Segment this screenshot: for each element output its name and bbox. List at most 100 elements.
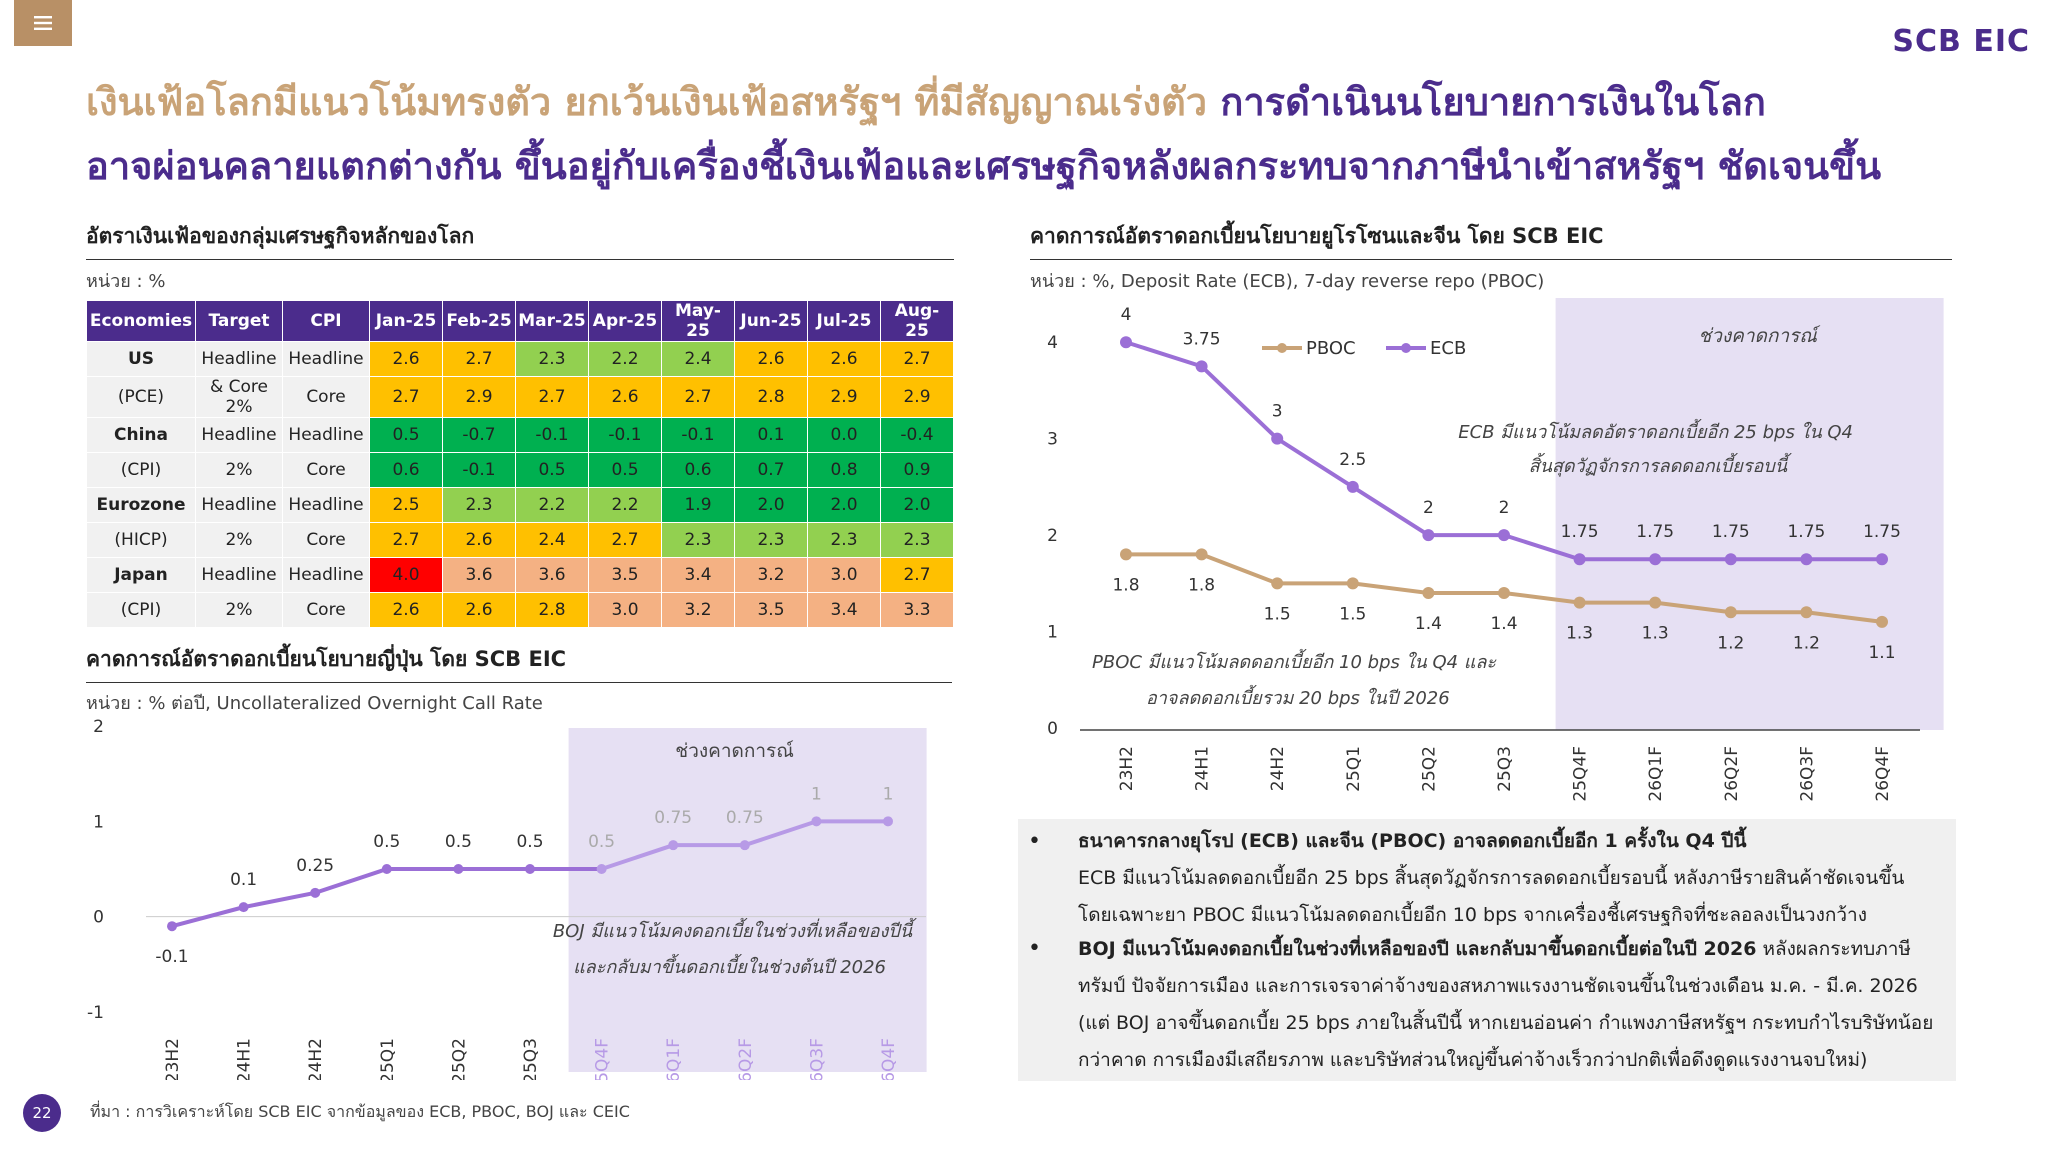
x-tick-label: 26Q4F: [879, 1038, 899, 1080]
economy-cell: China: [86, 417, 196, 453]
value-cell: 2.6: [442, 592, 516, 628]
x-tick-label: 24H2: [306, 1038, 326, 1080]
ecb-data-point: [1346, 480, 1359, 493]
value-cell: 3.6: [442, 557, 516, 593]
pboc-data-point: [1120, 548, 1132, 561]
economy-cell: (CPI): [86, 452, 196, 488]
value-cell: 2.3: [807, 522, 881, 558]
ecb-data-point: [1876, 553, 1888, 566]
value-cell: 2.2: [515, 487, 589, 523]
jp-data-label: 1: [883, 784, 894, 804]
value-cell: -0.4: [880, 417, 954, 453]
ecb-data-point: [1422, 529, 1435, 542]
y-tick-label: 1: [1047, 623, 1058, 643]
pboc-data-point: [1271, 577, 1284, 590]
ecb-data-label: 2.5: [1339, 450, 1366, 470]
pboc-data-point: [1724, 606, 1737, 619]
cpi-type-cell: Core: [282, 522, 370, 558]
ecb-data-label: 1.75: [1787, 522, 1825, 542]
column-header: Jul-25: [807, 300, 881, 342]
y-tick-label: 0: [93, 908, 104, 928]
cpi-type-cell: Core: [282, 376, 370, 418]
pboc-note-line1: PBOC มีแนวโน้มลดดอกเบี้ยอีก 10 bps ใน Q4…: [1092, 648, 1497, 673]
column-header: Aug-25: [880, 300, 954, 342]
cpi-type-cell: Headline: [282, 341, 370, 377]
legend-marker: [1401, 343, 1411, 353]
table-row: Japan Headline Headline 4.0 3.6 3.6 3.5 3.4 3.2 3…: [86, 557, 954, 593]
jp-data-label: 0.5: [588, 832, 615, 852]
ecb-note-line1: ECB มีแนวโน้มลดอัตราดอกเบี้ยอีก 25 bps ใ…: [1458, 418, 1853, 443]
value-cell: 2.0: [734, 487, 808, 523]
value-cell: 0.6: [661, 452, 735, 488]
jp-data-point: [238, 902, 249, 913]
jp-data-point: [739, 840, 750, 851]
cpi-type-cell: Headline: [282, 557, 370, 593]
forecast-shade: [568, 728, 927, 1072]
value-cell: 2.3: [442, 487, 516, 523]
hamburger-icon: [34, 16, 52, 30]
x-tick-label: 25Q1: [1344, 746, 1364, 792]
y-tick-label: 4: [1047, 333, 1058, 353]
value-cell: -0.7: [442, 417, 516, 453]
jp-data-point: [453, 864, 464, 874]
legend-label: ECB: [1430, 338, 1466, 359]
inflation-table-title: อัตราเงินเฟ้อของกลุ่มเศรษฐกิจหลักของโลก: [86, 220, 954, 260]
value-cell: 3.4: [661, 557, 735, 593]
target-cell: & Core 2%: [195, 376, 283, 418]
value-cell: 0.1: [734, 417, 808, 453]
value-cell: 0.0: [807, 417, 881, 453]
menu-button[interactable]: [14, 0, 72, 46]
x-tick-label: 26Q4F: [1873, 746, 1893, 802]
headline-purple: การดำเนินนโยบายการเงินในโลก: [1220, 80, 1766, 124]
value-cell: 3.2: [661, 592, 735, 628]
pboc-data-label: 1.1: [1868, 643, 1895, 663]
value-cell: 3.3: [880, 592, 954, 628]
ecb-data-label: 3: [1272, 402, 1283, 422]
x-tick-label: 26Q2F: [736, 1038, 756, 1080]
x-tick-label: 25Q2: [1419, 746, 1439, 792]
source-note: ที่มา : การวิเคราะห์โดย SCB EIC จากข้อมู…: [90, 1102, 630, 1121]
y-tick-label: -1: [87, 1003, 104, 1023]
target-cell: 2%: [195, 522, 283, 558]
economy-cell: Eurozone: [86, 487, 196, 523]
x-tick-label: 25Q4F: [593, 1038, 613, 1080]
headline-gold: เงินเฟ้อโลกมีแนวโน้มทรงตัว ยกเว้นเงินเฟ้…: [86, 80, 1208, 124]
column-header: May-25: [661, 300, 735, 342]
ecb-data-point: [1800, 553, 1813, 566]
target-cell: Headline: [195, 417, 283, 453]
value-cell: 2.7: [442, 341, 516, 377]
value-cell: 2.9: [442, 376, 516, 418]
jp-data-label: 0.5: [445, 832, 472, 852]
jp-data-label: 1: [811, 784, 822, 804]
value-cell: 2.9: [807, 376, 881, 418]
column-header: Economies: [86, 300, 196, 342]
target-cell: Headline: [195, 557, 283, 593]
value-cell: 0.5: [588, 452, 662, 488]
value-cell: 2.7: [880, 557, 954, 593]
pboc-data-point: [1346, 577, 1359, 590]
economy-cell: (CPI): [86, 592, 196, 628]
value-cell: 0.7: [734, 452, 808, 488]
pboc-data-point: [1800, 606, 1813, 619]
value-cell: 2.6: [807, 341, 881, 377]
value-cell: 0.6: [369, 452, 443, 488]
forecast-label: ช่วงคาดการณ์: [1698, 325, 1821, 347]
pboc-data-point: [1876, 615, 1888, 628]
pboc-data-label: 1.8: [1188, 575, 1215, 595]
value-cell: 2.7: [588, 522, 662, 558]
ecb-data-point: [1271, 432, 1284, 445]
jp-data-point: [381, 864, 392, 874]
ecb-note-line2: สิ้นสุดวัฏจักรการลดดอกเบี้ยรอบนี้: [1529, 452, 1793, 477]
jp-data-label: 0.1: [230, 870, 257, 890]
value-cell: 0.8: [807, 452, 881, 488]
bullet-2-title: BOJ มีแนวโน้มคงดอกเบี้ยในช่วงที่เหลือของ…: [1078, 931, 1911, 968]
pboc-data-label: 1.2: [1717, 633, 1744, 653]
value-cell: 3.0: [807, 557, 881, 593]
value-cell: 2.6: [369, 341, 443, 377]
inflation-table: Economies Target CPI Jan-25 Feb-25 Mar-25 Apr-…: [86, 300, 954, 628]
jp-data-label: 0.75: [726, 808, 764, 828]
pboc-data-label: 1.3: [1566, 624, 1593, 644]
pboc-data-point: [1422, 586, 1435, 599]
x-tick-label: 26Q2F: [1722, 746, 1742, 802]
bullet-icon: •: [1028, 936, 1041, 961]
